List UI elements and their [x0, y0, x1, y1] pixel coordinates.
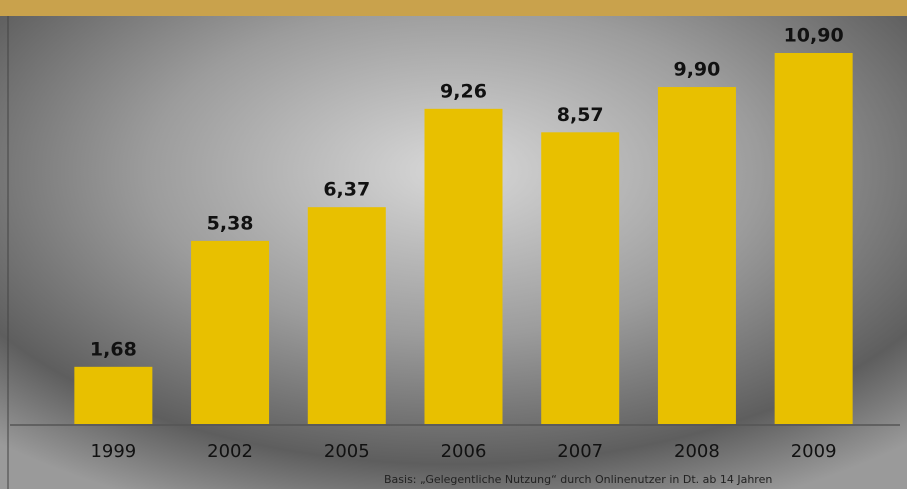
- footnote: Basis: „Gelegentliche Nutzung“ durch Onl…: [384, 473, 772, 486]
- x-tick-label: 2005: [324, 441, 370, 462]
- value-label: 10,90: [784, 25, 844, 47]
- value-label: 8,57: [557, 104, 604, 126]
- bar: [541, 132, 620, 424]
- header-bar: [0, 0, 907, 16]
- value-label: 6,37: [323, 179, 370, 201]
- value-label: 9,26: [440, 80, 487, 102]
- bar: [191, 240, 270, 424]
- value-label: 9,90: [673, 59, 720, 81]
- bar: [657, 87, 736, 425]
- bar: [307, 207, 386, 424]
- value-label: 1,68: [90, 338, 137, 360]
- x-tick-label: 2002: [207, 441, 253, 462]
- bar: [424, 108, 503, 424]
- x-tick-label: 2006: [441, 441, 487, 462]
- x-tick-label: 2007: [557, 441, 603, 462]
- bar: [74, 366, 153, 424]
- value-label: 5,38: [207, 212, 254, 234]
- x-tick-label: 1999: [90, 441, 136, 462]
- x-tick-label: 2008: [674, 441, 720, 462]
- bar: [774, 53, 853, 424]
- x-tick-label: 2009: [791, 441, 837, 462]
